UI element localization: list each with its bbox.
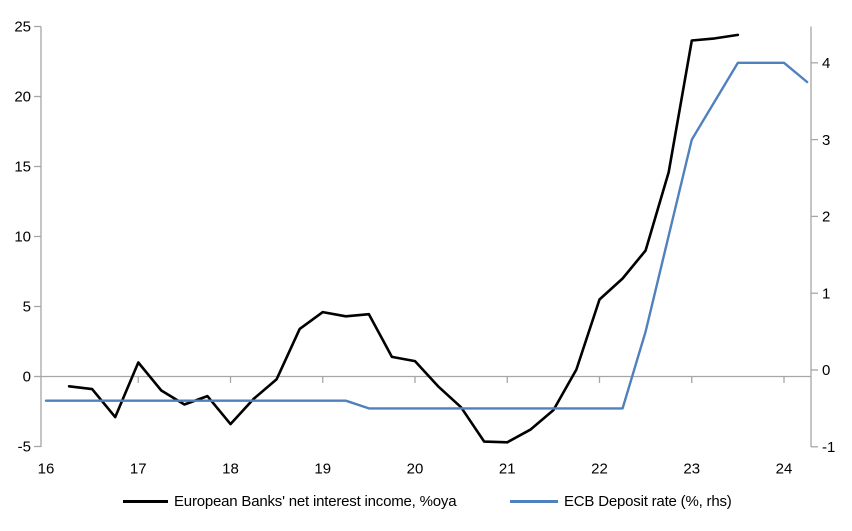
x-axis-tick-label: 17 [130,461,147,478]
right-axis-tick-label: 0 [822,362,830,379]
legend-item-net-interest-income: European Banks' net interest income, %oy… [123,493,457,510]
left-axis-tick-label: 25 [14,19,31,36]
right-axis-tick-label: 3 [822,132,830,149]
right-axis-tick-label: -1 [822,439,835,456]
legend-item-ecb-deposit-rate: ECB Deposit rate (%, rhs) [510,493,732,510]
x-axis-tick-label: 19 [314,461,331,478]
series-line-ecb-deposit-rate [44,61,809,410]
x-axis-tick-label: 16 [38,461,55,478]
left-axis-tick-label: 5 [23,299,31,316]
right-axis-tick-label: 2 [822,209,830,226]
left-axis-tick-label: 20 [14,89,31,106]
right-axis-tick-label: 4 [822,55,830,72]
x-axis-tick-label: 22 [591,461,608,478]
legend-swatch-blue-line-icon [510,500,558,503]
left-axis-tick-label: 15 [14,159,31,176]
left-axis-tick-label: 10 [14,229,31,246]
legend-swatch-black-line-icon [123,500,168,503]
legend-label-net-interest-income: European Banks' net interest income, %oy… [174,493,457,510]
series-line-net-interest-income [67,33,740,444]
x-axis-tick-label: 20 [407,461,424,478]
left-axis-tick-label: -5 [18,439,31,456]
right-axis-tick-label: 1 [822,285,830,302]
x-axis-tick-label: 24 [776,461,793,478]
legend-label-ecb-deposit-rate: ECB Deposit rate (%, rhs) [564,493,732,510]
x-axis-tick-label: 18 [222,461,239,478]
x-axis-tick-label: 23 [683,461,700,478]
left-axis-tick-label: 0 [23,369,31,386]
x-axis-tick-label: 21 [499,461,516,478]
